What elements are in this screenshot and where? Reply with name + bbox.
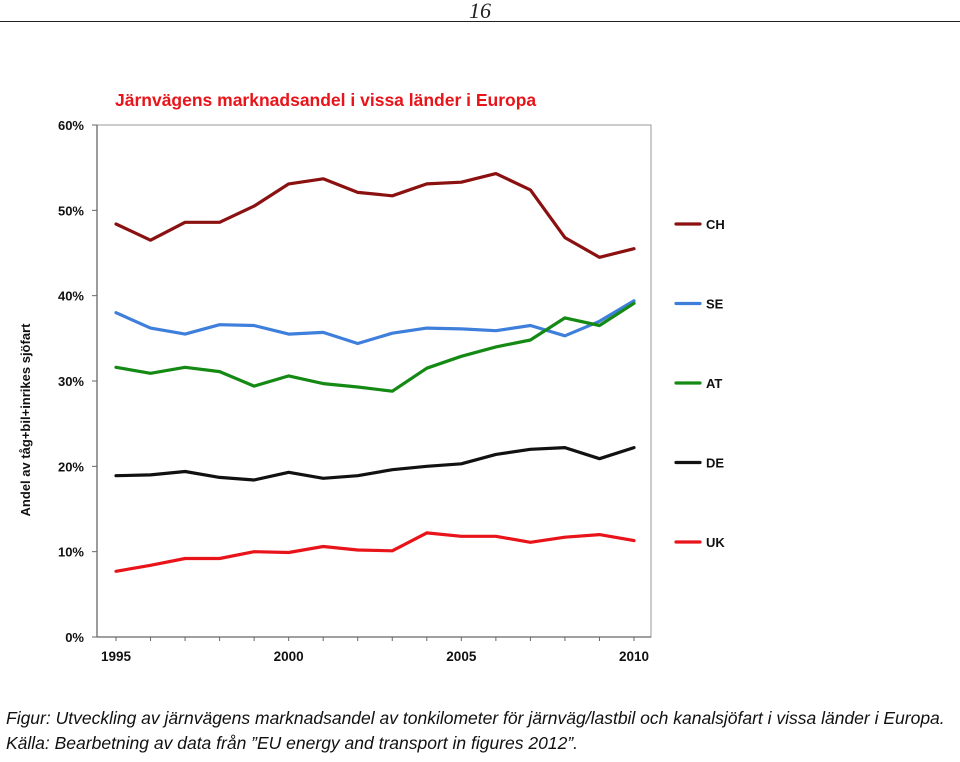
figure-caption: Figur: Utveckling av järnvägens marknads… — [6, 708, 945, 753]
header-rule — [0, 21, 960, 22]
series-line-ch — [114, 171, 636, 259]
rail-market-share-chart: Järnvägens marknadsandel i vissa länder … — [18, 90, 725, 664]
x-tick-label: 2010 — [619, 649, 649, 664]
x-tick-label: 2005 — [446, 649, 477, 664]
chart-title: Järnvägens marknadsandel i vissa länder … — [115, 90, 536, 110]
legend-label-de: DE — [706, 456, 724, 471]
x-tick-label: 1995 — [101, 649, 132, 664]
series-line-de — [114, 446, 636, 482]
y-tick-label: 40% — [58, 289, 84, 304]
page-number: 16 — [469, 0, 491, 23]
y-axis-ticks: 0% 10% 20% 30% 40% 50% 60% — [58, 118, 97, 645]
y-tick-label: 50% — [58, 203, 84, 218]
series-line-uk — [114, 531, 636, 573]
series-lines — [114, 171, 636, 573]
legend: CH SE AT DE UK — [674, 217, 725, 550]
y-tick-label: 20% — [58, 459, 84, 474]
x-tick-label: 2000 — [274, 649, 304, 664]
x-axis-ticks: 1995 2000 2005 2010 — [101, 637, 649, 664]
y-tick-label: 0% — [65, 630, 84, 645]
y-tick-label: 60% — [58, 118, 84, 133]
legend-label-se: SE — [706, 297, 724, 312]
series-line-at — [114, 301, 636, 393]
y-tick-label: 10% — [58, 545, 84, 560]
legend-label-at: AT — [706, 376, 722, 391]
y-tick-label: 30% — [58, 374, 84, 389]
legend-label-uk: UK — [706, 535, 725, 550]
y-axis-label: Andel av tåg+bil+inrikes sjöfart — [18, 323, 33, 517]
legend-label-ch: CH — [706, 217, 725, 232]
